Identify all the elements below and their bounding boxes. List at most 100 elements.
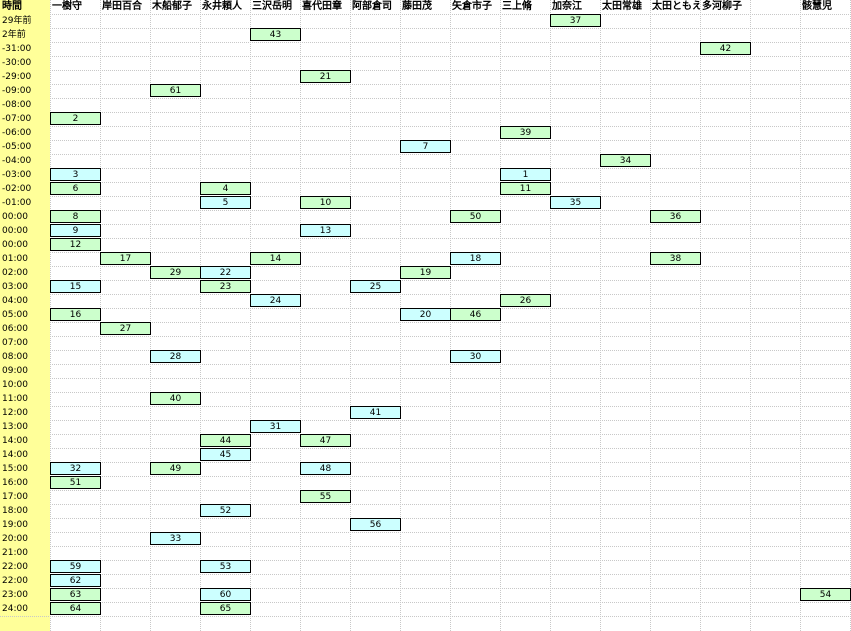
scenario-cell[interactable]: 60 — [200, 588, 251, 601]
header-character[interactable]: 阿部倉司 — [352, 1, 392, 12]
time-label[interactable]: -08:00 — [0, 98, 50, 112]
scenario-cell[interactable]: 11 — [500, 182, 551, 195]
scenario-cell[interactable]: 3 — [50, 168, 101, 181]
header-character[interactable] — [750, 0, 800, 14]
header-character[interactable]: 矢倉市子 — [452, 1, 492, 12]
time-label[interactable]: 22:00 — [0, 574, 50, 588]
time-label[interactable]: 00:00 — [0, 210, 50, 224]
scenario-cell[interactable]: 38 — [650, 252, 701, 265]
header-character[interactable]: 木船郁子 — [152, 1, 192, 12]
time-label[interactable]: 07:00 — [0, 336, 50, 350]
time-label[interactable]: 14:00 — [0, 448, 50, 462]
time-label[interactable]: 13:00 — [0, 420, 50, 434]
header-character[interactable]: 三上脩 — [502, 1, 532, 12]
scenario-cell[interactable]: 2 — [50, 112, 101, 125]
scenario-cell[interactable]: 47 — [300, 434, 351, 447]
time-label[interactable]: 02:00 — [0, 266, 50, 280]
time-label[interactable]: 00:00 — [0, 224, 50, 238]
scenario-cell[interactable]: 50 — [450, 210, 501, 223]
time-label[interactable]: -09:00 — [0, 84, 50, 98]
time-label[interactable]: 12:00 — [0, 406, 50, 420]
scenario-cell[interactable]: 54 — [800, 588, 851, 601]
time-label[interactable]: -07:00 — [0, 112, 50, 126]
scenario-cell[interactable]: 49 — [150, 462, 201, 475]
header-character[interactable]: 一樹守 — [52, 1, 82, 12]
scenario-cell[interactable]: 48 — [300, 462, 351, 475]
scenario-cell[interactable]: 21 — [300, 70, 351, 83]
time-label[interactable]: 05:00 — [0, 308, 50, 322]
scenario-cell[interactable]: 44 — [200, 434, 251, 447]
scenario-cell[interactable]: 16 — [50, 308, 101, 321]
scenario-cell[interactable]: 19 — [400, 266, 451, 279]
scenario-cell[interactable]: 30 — [450, 350, 501, 363]
time-label[interactable]: -29:00 — [0, 70, 50, 84]
time-label[interactable]: 18:00 — [0, 504, 50, 518]
scenario-cell[interactable]: 41 — [350, 406, 401, 419]
scenario-cell[interactable]: 29 — [150, 266, 201, 279]
scenario-cell[interactable]: 62 — [50, 574, 101, 587]
time-label[interactable]: 21:00 — [0, 546, 50, 560]
scenario-cell[interactable]: 42 — [700, 42, 751, 55]
time-label[interactable]: 16:00 — [0, 476, 50, 490]
scenario-cell[interactable]: 24 — [250, 294, 301, 307]
time-label[interactable]: 24:00 — [0, 602, 50, 616]
scenario-cell[interactable]: 40 — [150, 392, 201, 405]
header-character[interactable]: 太田常雄 — [602, 1, 642, 12]
scenario-cell[interactable]: 43 — [250, 28, 301, 41]
time-label[interactable]: -05:00 — [0, 140, 50, 154]
time-label[interactable]: 22:00 — [0, 560, 50, 574]
header-character[interactable]: 喜代田章 — [302, 1, 342, 12]
scenario-cell[interactable]: 25 — [350, 280, 401, 293]
header-character[interactable]: 骸慧児 — [802, 1, 832, 12]
scenario-cell[interactable]: 9 — [50, 224, 101, 237]
time-label[interactable]: 01:00 — [0, 252, 50, 266]
time-label[interactable]: 10:00 — [0, 378, 50, 392]
time-label[interactable]: 23:00 — [0, 588, 50, 602]
scenario-cell[interactable]: 51 — [50, 476, 101, 489]
time-label[interactable]: -30:00 — [0, 56, 50, 70]
scenario-cell[interactable]: 14 — [250, 252, 301, 265]
scenario-cell[interactable]: 33 — [150, 532, 201, 545]
scenario-cell[interactable]: 31 — [250, 420, 301, 433]
scenario-cell[interactable]: 65 — [200, 602, 251, 615]
time-label[interactable]: 19:00 — [0, 518, 50, 532]
scenario-cell[interactable]: 13 — [300, 224, 351, 237]
scenario-cell[interactable]: 63 — [50, 588, 101, 601]
time-label[interactable]: 2年前 — [0, 28, 50, 42]
time-label[interactable]: 15:00 — [0, 462, 50, 476]
scenario-cell[interactable]: 61 — [150, 84, 201, 97]
scenario-cell[interactable]: 52 — [200, 504, 251, 517]
scenario-cell[interactable]: 15 — [50, 280, 101, 293]
scenario-cell[interactable]: 39 — [500, 126, 551, 139]
scenario-cell[interactable]: 59 — [50, 560, 101, 573]
scenario-cell[interactable]: 45 — [200, 448, 251, 461]
time-label[interactable]: -04:00 — [0, 154, 50, 168]
time-label[interactable]: 09:00 — [0, 364, 50, 378]
scenario-cell[interactable]: 18 — [450, 252, 501, 265]
scenario-cell[interactable]: 36 — [650, 210, 701, 223]
scenario-cell[interactable]: 12 — [50, 238, 101, 251]
scenario-cell[interactable]: 5 — [200, 196, 251, 209]
header-time[interactable]: 時間 — [2, 1, 22, 12]
header-character[interactable]: 加奈江 — [552, 1, 582, 12]
scenario-cell[interactable]: 37 — [550, 14, 601, 27]
time-label[interactable]: -01:00 — [0, 196, 50, 210]
time-label[interactable]: -06:00 — [0, 126, 50, 140]
scenario-cell[interactable]: 26 — [500, 294, 551, 307]
time-label[interactable]: 14:00 — [0, 434, 50, 448]
scenario-cell[interactable]: 20 — [400, 308, 451, 321]
scenario-cell[interactable]: 56 — [350, 518, 401, 531]
header-character[interactable]: 多河柳子 — [702, 1, 742, 12]
time-label[interactable]: -03:00 — [0, 168, 50, 182]
scenario-cell[interactable]: 64 — [50, 602, 101, 615]
scenario-cell[interactable]: 46 — [450, 308, 501, 321]
scenario-cell[interactable]: 27 — [100, 322, 151, 335]
scenario-cell[interactable]: 6 — [50, 182, 101, 195]
scenario-cell[interactable]: 4 — [200, 182, 251, 195]
scenario-cell[interactable]: 17 — [100, 252, 151, 265]
header-character[interactable]: 太田ともえ — [652, 1, 700, 12]
scenario-cell[interactable]: 35 — [550, 196, 601, 209]
time-label[interactable]: 00:00 — [0, 238, 50, 252]
header-character[interactable]: 永井頼人 — [202, 1, 242, 12]
